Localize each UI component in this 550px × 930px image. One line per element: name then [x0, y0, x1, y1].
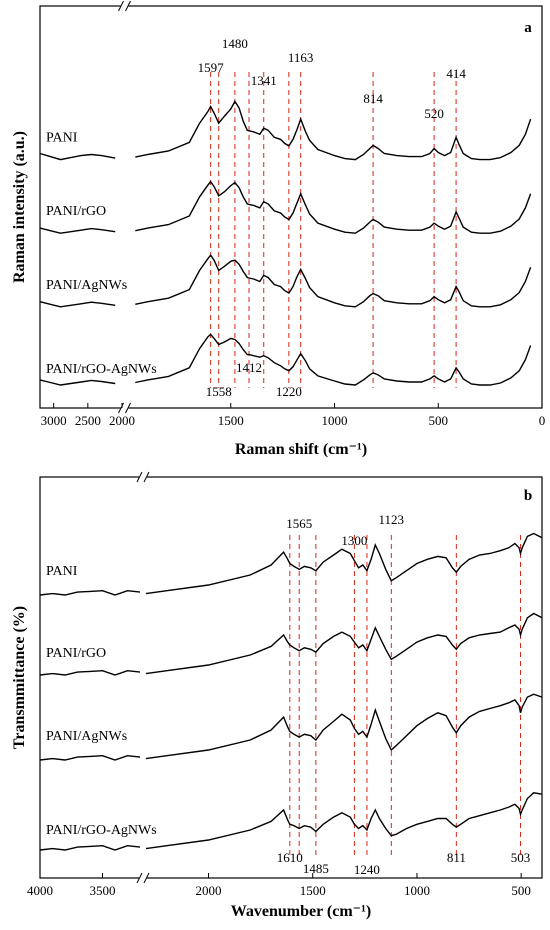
series-line — [39, 844, 141, 851]
peak-label: 503 — [511, 850, 531, 865]
series-line — [145, 532, 543, 595]
peak-label: 811 — [447, 850, 466, 865]
series-label: PANI — [46, 131, 78, 146]
series-label: PANI/AgNWs — [46, 729, 127, 744]
axis-break-mark — [136, 872, 143, 884]
series-line — [145, 612, 543, 675]
series-line — [135, 180, 532, 234]
series-line — [39, 669, 141, 676]
x-tick-label: 1500 — [218, 413, 244, 428]
x-tick-label: 4000 — [27, 883, 53, 898]
x-axis-title: Wavenumber (cm⁻¹) — [231, 903, 371, 920]
x-tick-label: 3000 — [41, 413, 67, 428]
x-tick-label: 1500 — [300, 883, 326, 898]
x-tick-label: 2000 — [109, 413, 135, 428]
x-tick-label: 3500 — [90, 883, 116, 898]
x-tick-label: 1000 — [322, 413, 348, 428]
x-tick-label: 500 — [511, 883, 531, 898]
plot-frame — [39, 5, 543, 409]
series-line — [39, 379, 116, 386]
series-label: PANI/rGO-AgNWs — [46, 362, 157, 377]
x-tick-label: 2500 — [75, 413, 101, 428]
series-line — [39, 152, 116, 161]
peak-label: 1163 — [288, 50, 314, 65]
series-line — [39, 589, 141, 596]
x-tick-label: 2000 — [196, 883, 222, 898]
series-line — [39, 301, 116, 308]
peak-label: 1597 — [198, 60, 225, 75]
panel-b-ftir: PANI PANI/rGO PANI/AgNWs PANI/rGO-AgNWs 1565… — [11, 471, 543, 920]
panel-letter: a — [524, 20, 532, 36]
series-line — [39, 227, 116, 234]
y-axis-title: Transmmittance (%) — [11, 606, 28, 749]
peak-label: 1558 — [206, 384, 232, 399]
peak-label: 814 — [363, 91, 383, 106]
peak-label: 520 — [424, 106, 444, 121]
series-label: PANI — [46, 564, 78, 579]
peak-label: 1480 — [222, 36, 248, 51]
axis-break-mark — [118, 402, 124, 414]
peak-label: 1610 — [277, 850, 303, 865]
series-label: PANI/AgNWs — [46, 278, 127, 293]
x-tick-label: 0 — [539, 413, 546, 428]
axis-break-mark — [143, 471, 150, 483]
axis-break-gap — [139, 473, 147, 481]
panel-a-raman: PANI PANI/rGO PANI/AgNWs PANI/rGO-AgNWs 1597… — [11, 0, 546, 458]
peak-label: 1341 — [251, 73, 277, 88]
axis-break-gap — [120, 404, 129, 412]
series-line — [145, 693, 543, 760]
x-axis-title: Raman shift (cm⁻¹) — [235, 441, 367, 458]
series-line — [135, 333, 532, 386]
series-line — [39, 754, 141, 761]
x-tick-label: 500 — [429, 413, 449, 428]
series-label: PANI/rGO-AgNWs — [46, 823, 157, 838]
axis-break-gap — [120, 2, 129, 10]
peak-label: 1485 — [303, 861, 329, 876]
axis-break-mark — [125, 402, 131, 414]
axis-break-mark — [125, 0, 131, 12]
x-tick-label: 1000 — [404, 883, 430, 898]
axis-break-mark — [136, 471, 143, 483]
peak-label: 1565 — [286, 516, 312, 531]
plot-frame — [39, 476, 543, 879]
series-label: PANI/rGO — [46, 646, 106, 661]
peak-label: 414 — [446, 66, 466, 81]
peak-label: 1123 — [379, 512, 405, 527]
peak-label: 1300 — [341, 533, 367, 548]
peak-label: 1240 — [354, 862, 380, 877]
axis-break-mark — [118, 0, 124, 12]
series-label: PANI/rGO — [46, 204, 106, 219]
series-line — [135, 100, 532, 161]
series-line — [145, 792, 543, 850]
peak-label: 1412 — [236, 360, 262, 375]
axis-break-gap — [139, 874, 147, 882]
peak-label: 1220 — [276, 384, 302, 399]
panel-letter: b — [524, 488, 532, 504]
axis-break-mark — [143, 872, 150, 884]
y-axis-title: Raman intensity (a.u.) — [11, 131, 28, 283]
series-line — [135, 254, 532, 308]
